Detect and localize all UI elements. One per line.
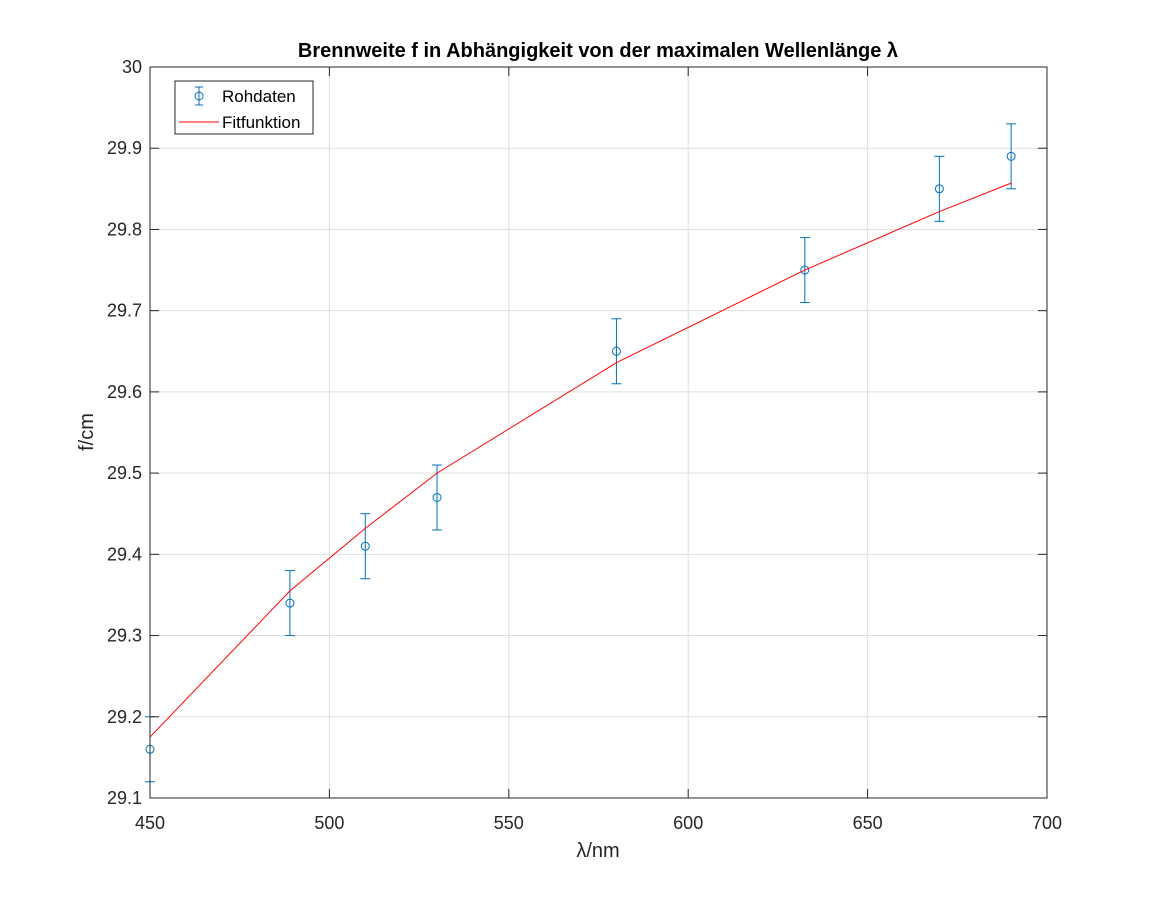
chart-title: Brennweite f in Abhängigkeit von der max… bbox=[298, 40, 898, 62]
data-point bbox=[1006, 151, 1016, 161]
x-tick-label: 550 bbox=[494, 813, 524, 833]
data-point bbox=[360, 541, 370, 551]
data-point bbox=[611, 346, 621, 356]
legend: Rohdaten Fitfunktion bbox=[174, 80, 314, 135]
x-tick-label: 450 bbox=[135, 813, 165, 833]
legend-label: Fitfunktion bbox=[222, 113, 300, 132]
y-axis-label: f/cm bbox=[76, 413, 98, 451]
y-tick-label: 29.2 bbox=[107, 707, 142, 727]
x-tick-label: 650 bbox=[853, 813, 883, 833]
ticks: 450 500 550 600 650 700 29.1 29.2 29.3 29.4 29.5 29… bbox=[107, 57, 1062, 833]
y-tick-label: 29.5 bbox=[107, 463, 142, 483]
y-tick-label: 29.8 bbox=[107, 219, 142, 239]
x-axis-label: λ/nm bbox=[576, 840, 619, 862]
plot-frame bbox=[149, 66, 1048, 799]
legend-marker bbox=[194, 91, 204, 101]
y-tick-label: 29.6 bbox=[107, 382, 142, 402]
plot-area bbox=[150, 67, 1047, 798]
y-tick-label: 30 bbox=[122, 57, 142, 77]
x-tick-label: 700 bbox=[1032, 813, 1062, 833]
legend-box bbox=[174, 80, 314, 135]
x-tick-label: 600 bbox=[673, 813, 703, 833]
fit-line bbox=[149, 182, 1012, 738]
y-tick-label: 29.9 bbox=[107, 138, 142, 158]
data-point bbox=[800, 265, 810, 275]
y-tick-label: 29.1 bbox=[107, 788, 142, 808]
data-point bbox=[285, 598, 295, 608]
legend-label: Rohdaten bbox=[222, 87, 296, 106]
y-tick-label: 29.3 bbox=[107, 626, 142, 646]
data-point bbox=[934, 184, 944, 194]
data-point bbox=[432, 492, 442, 502]
x-tick-label: 500 bbox=[314, 813, 344, 833]
y-tick-label: 29.4 bbox=[107, 544, 142, 564]
y-tick-label: 29.7 bbox=[107, 301, 142, 321]
